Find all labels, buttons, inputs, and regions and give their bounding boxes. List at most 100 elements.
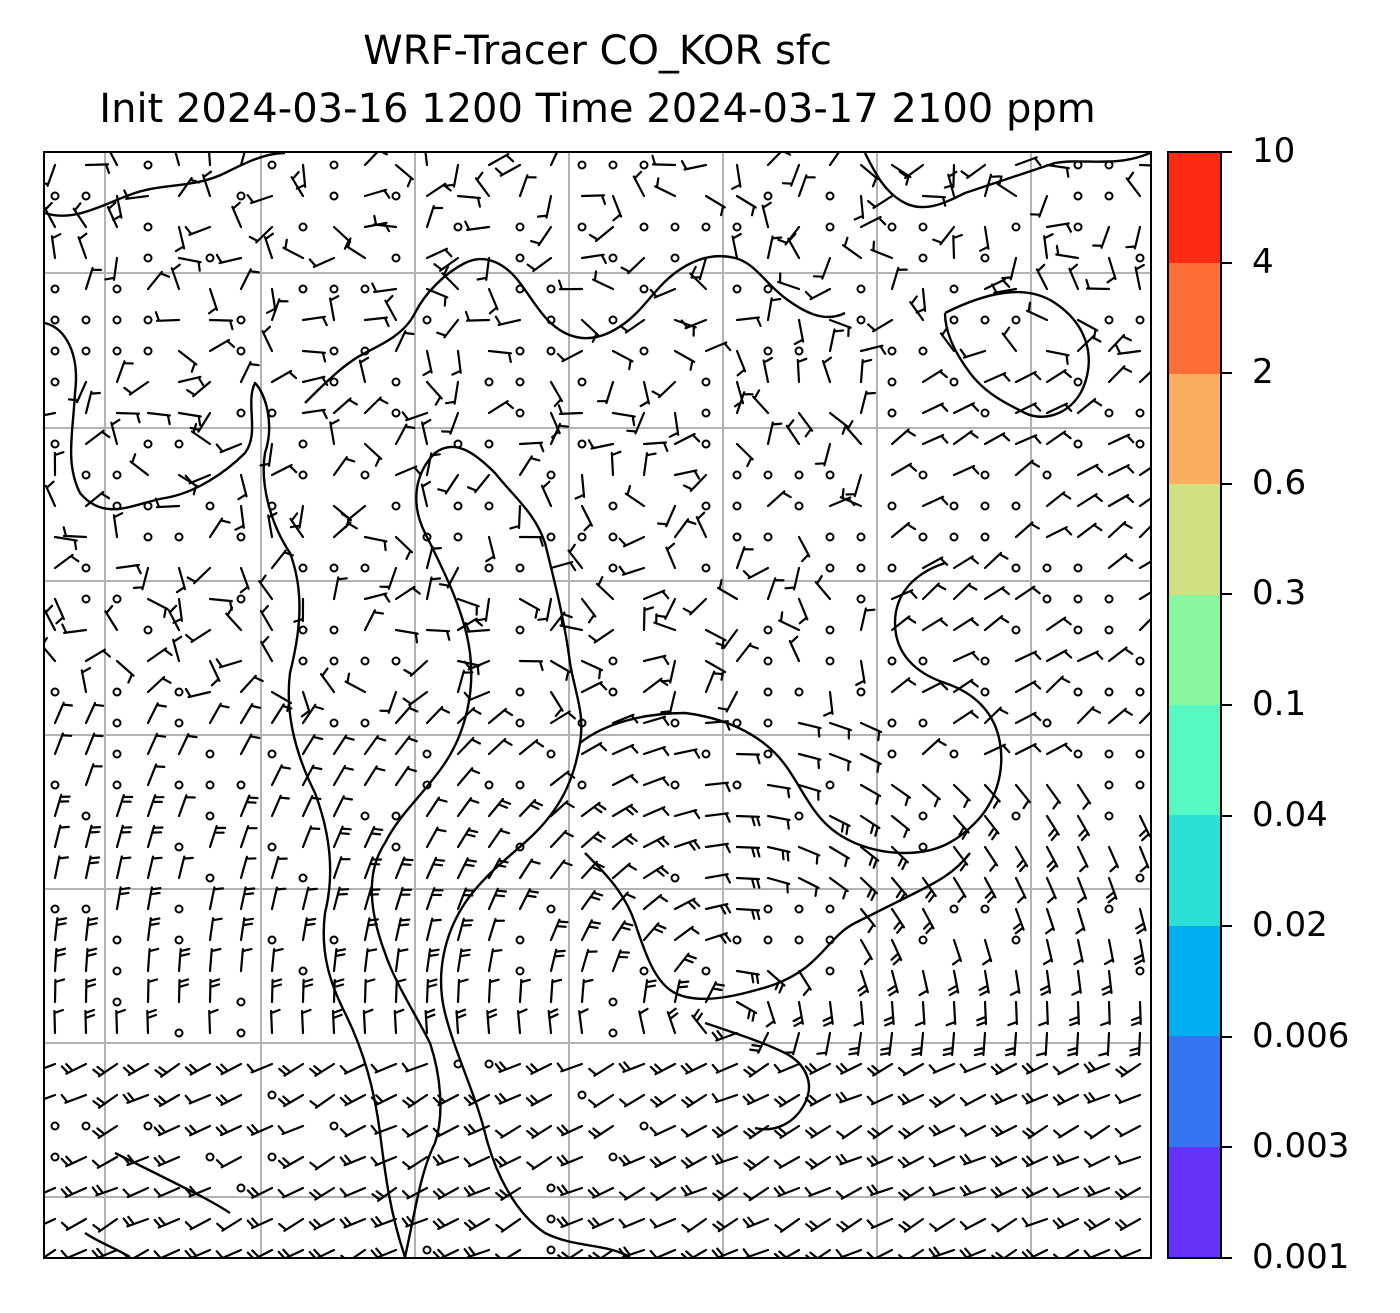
wind-barb bbox=[129, 453, 150, 477]
colorbar-tick-label: 0.3 bbox=[1252, 573, 1307, 614]
colorbar-segment bbox=[1169, 1146, 1220, 1257]
wind-barb bbox=[394, 735, 418, 756]
wind-barb bbox=[237, 473, 248, 501]
wind-barb bbox=[84, 763, 103, 787]
wind-barb bbox=[749, 1031, 770, 1054]
wind-barb bbox=[456, 857, 477, 880]
wind-barb bbox=[146, 270, 171, 291]
wind-barb bbox=[270, 298, 289, 322]
wind-barb bbox=[921, 738, 947, 756]
wind-barb bbox=[556, 1124, 584, 1137]
wind-barb bbox=[549, 770, 576, 787]
calm-wind-marker bbox=[887, 718, 897, 728]
calm-wind-marker bbox=[577, 718, 587, 728]
calm-wind-marker bbox=[205, 253, 215, 263]
calm-wind-marker bbox=[484, 501, 494, 511]
calm-wind-marker bbox=[143, 501, 153, 511]
wind-barb bbox=[890, 677, 917, 694]
wind-barb bbox=[638, 1007, 649, 1035]
wind-barb bbox=[60, 1248, 88, 1257]
wind-barb bbox=[828, 318, 852, 338]
wind-barb bbox=[890, 876, 908, 902]
wind-barb bbox=[557, 1248, 584, 1257]
calm-wind-marker bbox=[298, 470, 308, 480]
wind-barb bbox=[487, 887, 508, 911]
wind-barb bbox=[1036, 1031, 1049, 1057]
wind-barb bbox=[797, 411, 814, 438]
wind-barb bbox=[53, 451, 65, 477]
calm-wind-marker bbox=[360, 718, 370, 728]
wind-barb bbox=[797, 535, 811, 563]
wind-barb bbox=[549, 978, 563, 1004]
wind-barb bbox=[657, 504, 677, 528]
calm-wind-marker bbox=[577, 532, 587, 542]
calm-wind-marker bbox=[918, 222, 928, 232]
calm-wind-marker bbox=[1135, 780, 1145, 790]
wind-barb bbox=[1107, 493, 1135, 508]
wind-barb bbox=[673, 809, 701, 820]
wind-barb bbox=[290, 171, 305, 198]
wind-barb bbox=[45, 1186, 57, 1194]
calm-wind-marker bbox=[1104, 904, 1114, 914]
wind-barb bbox=[915, 287, 927, 314]
colorbar-tick-label: 0.02 bbox=[1252, 905, 1328, 946]
wind-barb bbox=[842, 236, 863, 260]
wind-barb bbox=[309, 1155, 336, 1171]
wind-barb bbox=[549, 710, 576, 725]
calm-wind-marker bbox=[174, 935, 184, 945]
wind-barb bbox=[246, 1124, 274, 1136]
wind-barb bbox=[835, 1091, 863, 1104]
wind-barb bbox=[766, 153, 792, 167]
wind-barb bbox=[1045, 649, 1073, 663]
wind-barb bbox=[918, 969, 929, 997]
wind-barb bbox=[84, 947, 98, 973]
wind-barb bbox=[177, 794, 196, 818]
wind-barb bbox=[680, 318, 708, 330]
wind-barb bbox=[463, 1155, 491, 1168]
calm-wind-marker bbox=[360, 284, 370, 294]
wind-barb bbox=[332, 948, 347, 973]
wind-barb bbox=[373, 214, 398, 229]
calm-wind-marker bbox=[577, 222, 587, 232]
wind-barb bbox=[177, 349, 198, 373]
calm-wind-marker bbox=[267, 408, 277, 418]
calm-wind-marker bbox=[81, 1121, 91, 1131]
calm-wind-marker bbox=[422, 532, 432, 542]
wind-barb bbox=[84, 163, 111, 175]
wind-barb bbox=[939, 326, 956, 353]
wind-barb bbox=[642, 654, 670, 666]
calm-wind-marker bbox=[112, 687, 122, 697]
wind-barb bbox=[332, 734, 355, 756]
wind-barb bbox=[1107, 646, 1134, 663]
wind-barb bbox=[425, 247, 453, 260]
calm-wind-marker bbox=[1104, 780, 1114, 790]
wind-barb bbox=[208, 702, 230, 725]
wind-barb bbox=[890, 845, 909, 871]
wind-barb bbox=[154, 497, 181, 509]
calm-wind-marker bbox=[236, 1028, 246, 1038]
wind-barb bbox=[332, 856, 351, 880]
calm-wind-marker bbox=[267, 935, 277, 945]
wind-barb bbox=[611, 833, 638, 849]
wind-barb bbox=[1069, 1000, 1080, 1027]
wind-barb bbox=[783, 1031, 801, 1056]
wind-barb bbox=[208, 978, 221, 1004]
calm-wind-marker bbox=[298, 873, 308, 883]
wind-barb bbox=[1101, 969, 1113, 996]
wind-barb bbox=[401, 411, 429, 422]
wind-barb bbox=[947, 170, 958, 198]
wind-barb bbox=[495, 1186, 522, 1201]
wind-barb bbox=[146, 1008, 158, 1035]
wind-barb bbox=[384, 294, 398, 322]
wind-barb bbox=[526, 1124, 553, 1139]
wind-barb bbox=[990, 1124, 1018, 1137]
calm-wind-marker bbox=[112, 594, 122, 604]
wind-barb bbox=[911, 1031, 925, 1056]
calm-wind-marker bbox=[143, 1121, 153, 1131]
wind-barb bbox=[797, 721, 822, 738]
calm-wind-marker bbox=[887, 563, 897, 573]
wind-barb bbox=[215, 658, 243, 669]
wind-barb bbox=[1114, 1186, 1142, 1201]
wind-barb bbox=[990, 1186, 1018, 1199]
wind-barb bbox=[84, 824, 102, 849]
